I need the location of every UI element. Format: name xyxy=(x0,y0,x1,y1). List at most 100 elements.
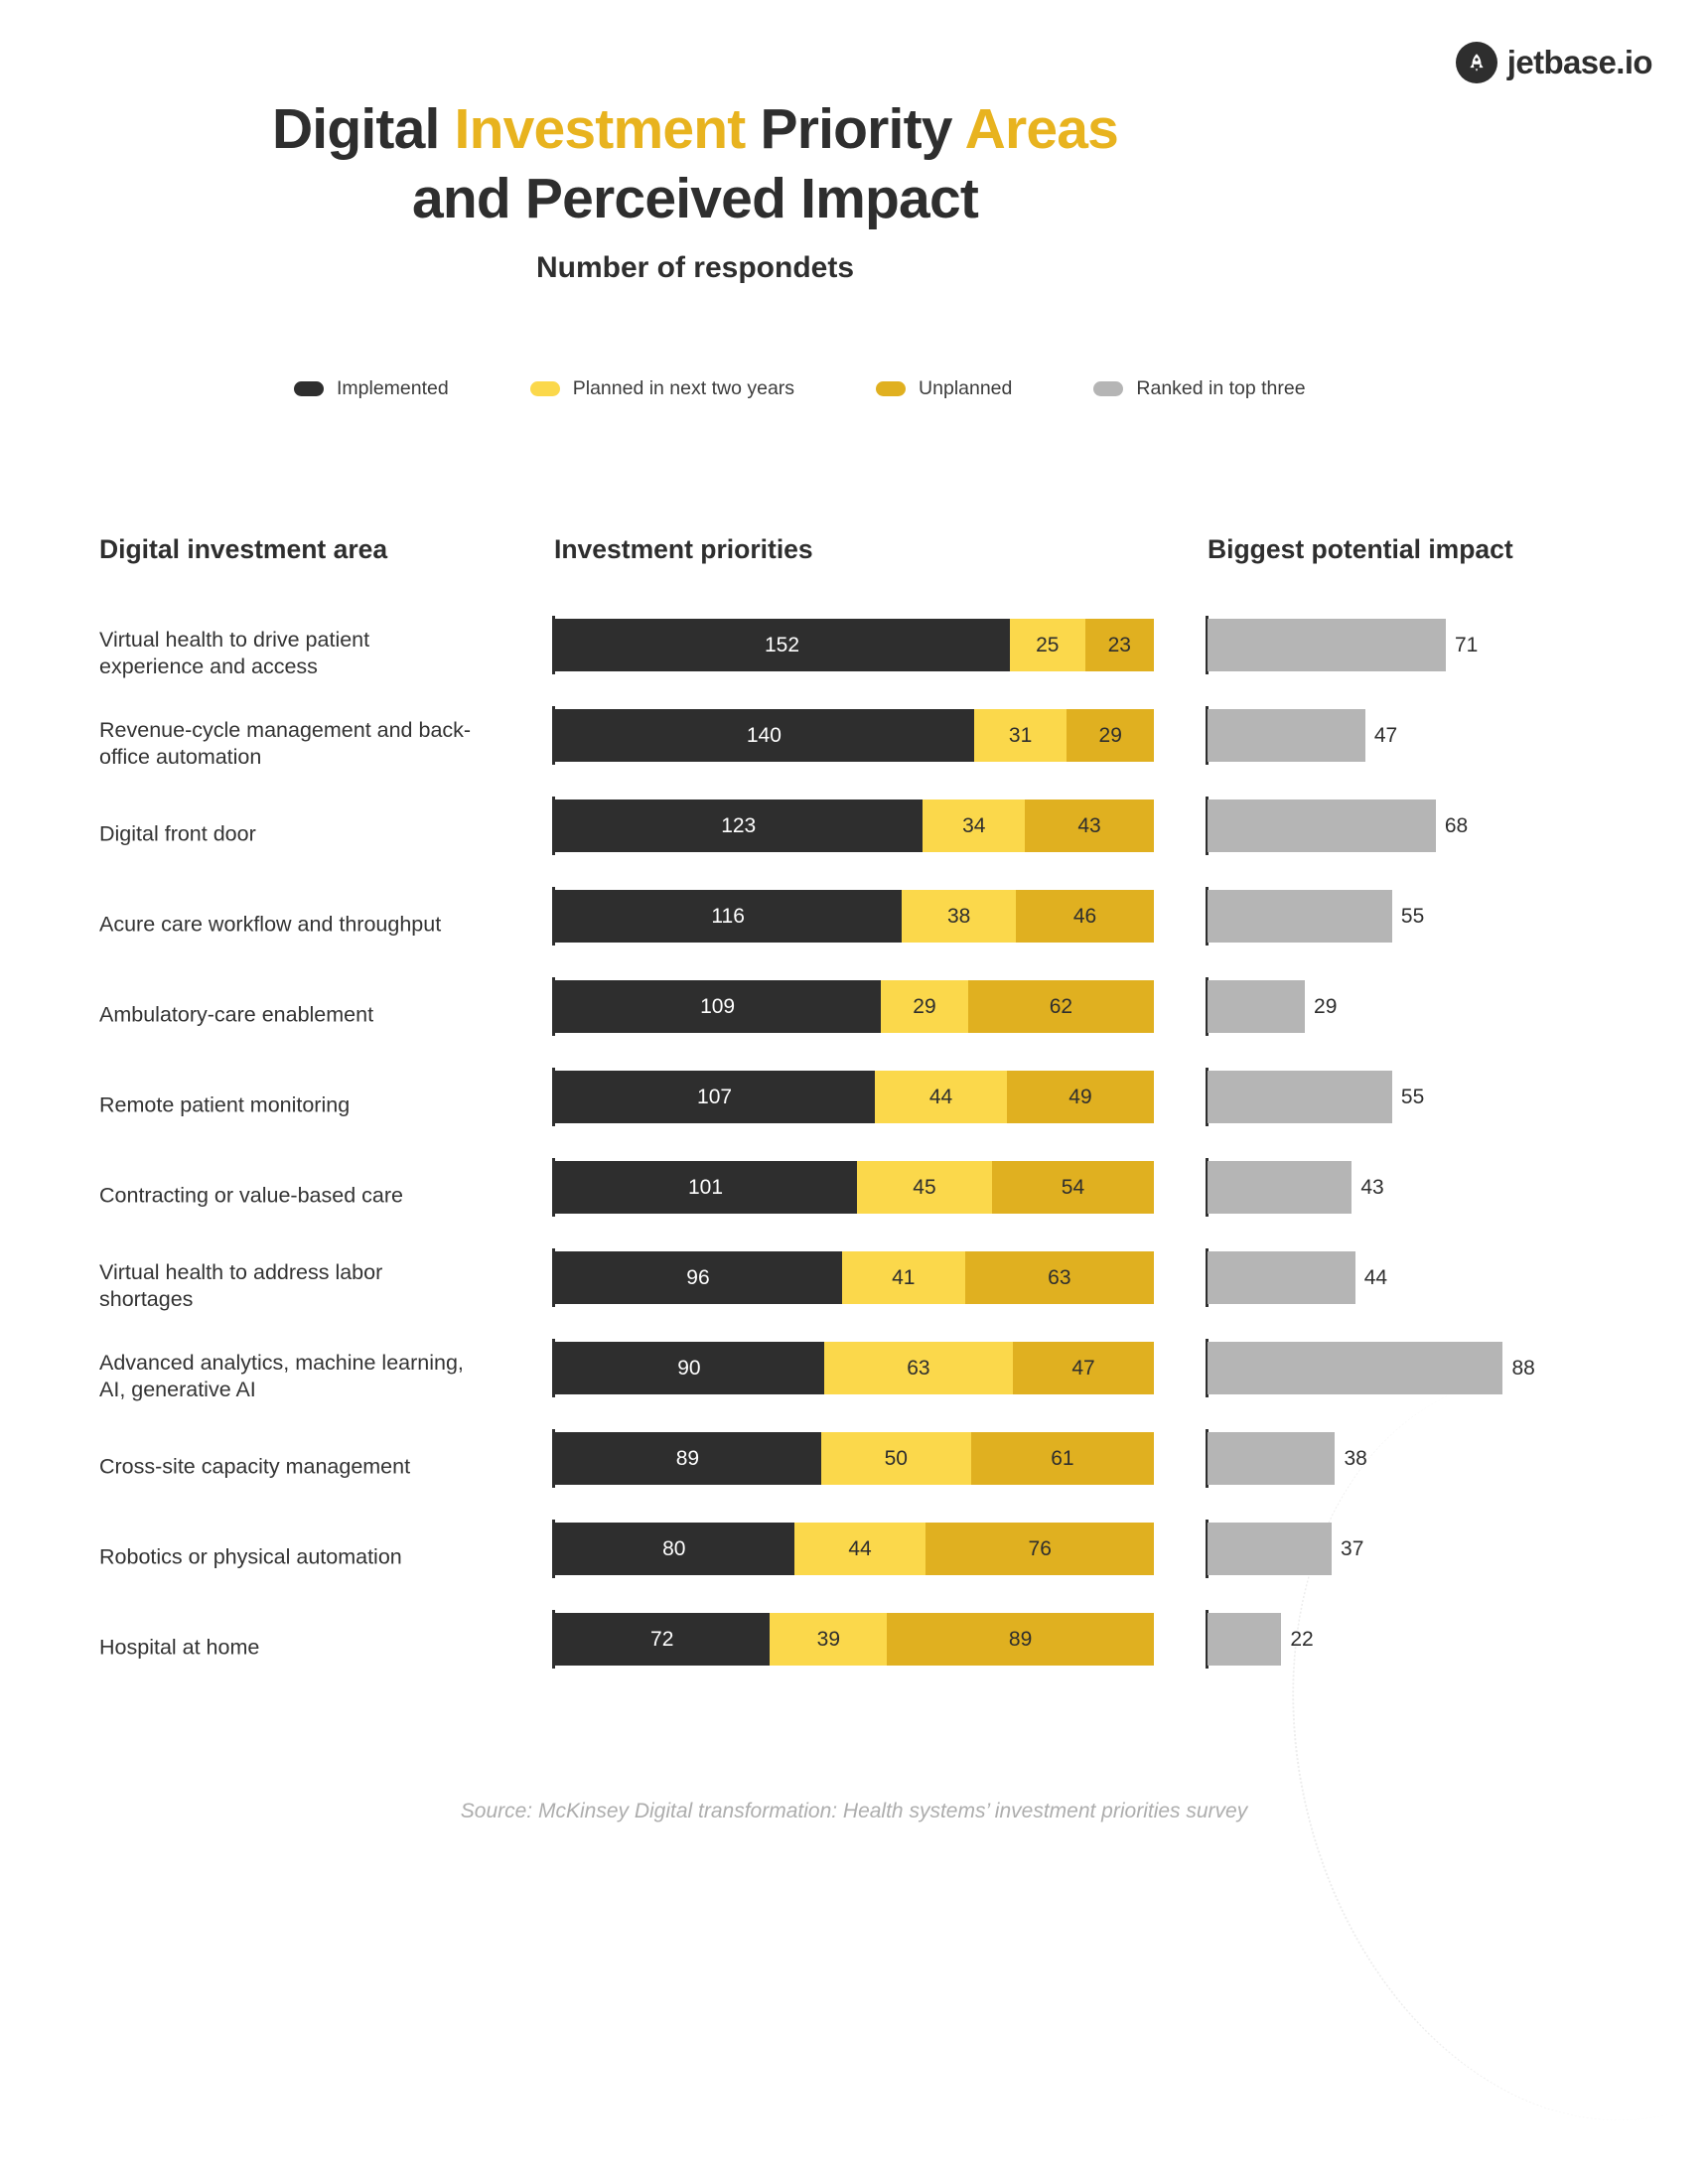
impact-bar xyxy=(1208,1523,1333,1575)
bar-value-label: 43 xyxy=(1077,813,1101,837)
bar-segment-unplanned: 63 xyxy=(964,1251,1154,1304)
bar-segment-planned: 38 xyxy=(902,890,1017,943)
bar-segment-implemented: 72 xyxy=(554,1613,771,1666)
axis-tick-impact xyxy=(1206,1068,1209,1126)
stacked-bar: 107 44 49 xyxy=(554,1071,1154,1123)
bar-segment-unplanned: 49 xyxy=(1007,1071,1154,1123)
impact-bar xyxy=(1208,619,1446,671)
legend-item-unplanned: Unplanned xyxy=(876,377,1012,400)
title-line-2: and Perceived Impact xyxy=(411,166,979,230)
stacked-bar: 90 63 47 xyxy=(554,1342,1154,1394)
impact-bar xyxy=(1208,980,1306,1033)
axis-tick-impact xyxy=(1206,1248,1209,1307)
axis-tick-priorities xyxy=(552,1248,555,1307)
axis-tick-priorities xyxy=(552,1068,555,1126)
bar-segment-planned: 34 xyxy=(923,800,1026,852)
column-header-impact: Biggest potential impact xyxy=(1208,534,1513,564)
row-label: Robotics or physical automation xyxy=(99,1543,402,1568)
bar-segment-unplanned: 23 xyxy=(1084,619,1154,671)
legend-item-implemented: Implemented xyxy=(294,377,449,400)
impact-bar xyxy=(1208,1432,1336,1485)
legend-swatch-planned xyxy=(529,381,560,396)
axis-tick-priorities xyxy=(552,887,555,946)
row-label: Advanced analytics, machine learning, AI… xyxy=(99,1350,464,1401)
bar-segment-implemented: 80 xyxy=(554,1523,794,1575)
chart-row: Advanced analytics, machine learning, AI… xyxy=(0,1331,1708,1421)
impact-bar xyxy=(1208,890,1392,943)
bar-segment-implemented: 101 xyxy=(554,1161,858,1214)
bar-segment-planned: 31 xyxy=(973,709,1068,762)
bar-value-label: 49 xyxy=(1068,1085,1092,1108)
title-block: Digital Investment Priority Areas and Pe… xyxy=(0,95,1390,285)
bar-value-label: 54 xyxy=(1061,1175,1085,1199)
legend-label-planned: Planned in next two years xyxy=(572,377,795,399)
bar-segment-implemented: 123 xyxy=(554,800,924,852)
bar-value-label: 72 xyxy=(650,1627,674,1651)
impact-value-label: 22 xyxy=(1290,1627,1314,1651)
stacked-bar: 152 25 23 xyxy=(554,619,1154,671)
bar-value-label: 44 xyxy=(928,1085,953,1108)
impact-bar-group: 43 xyxy=(1208,1161,1384,1214)
logo-wordmark: jetbase.io xyxy=(1506,44,1653,80)
source-note: Source: McKinsey Digital transformation:… xyxy=(460,1800,1248,1822)
bar-segment-implemented: 89 xyxy=(554,1432,821,1485)
bar-value-label: 45 xyxy=(913,1175,936,1199)
impact-bar xyxy=(1208,709,1365,762)
impact-bar xyxy=(1208,1071,1392,1123)
stacked-bar: 123 34 43 xyxy=(554,800,1154,852)
bar-segment-planned: 39 xyxy=(770,1613,888,1666)
axis-tick-impact xyxy=(1206,887,1209,946)
row-label: Acure care workflow and throughput xyxy=(99,911,442,936)
bar-value-label: 29 xyxy=(1098,723,1122,747)
axis-tick-impact xyxy=(1206,1520,1209,1578)
bar-value-label: 107 xyxy=(697,1085,733,1108)
chart-row: Contracting or value-based care 101 45 54 43 xyxy=(0,1150,1708,1240)
impact-bar-group: 22 xyxy=(1208,1613,1314,1666)
chart-row: Robotics or physical automation 80 44 76 37 xyxy=(0,1512,1708,1602)
impact-bar-group: 47 xyxy=(1208,709,1397,762)
bar-value-label: 47 xyxy=(1071,1356,1095,1380)
bar-value-label: 109 xyxy=(700,994,736,1018)
impact-value-label: 44 xyxy=(1363,1265,1388,1289)
title-accent-investment: Investment xyxy=(454,97,747,161)
bar-segment-implemented: 116 xyxy=(554,890,903,943)
impact-bar-group: 37 xyxy=(1208,1523,1363,1575)
stacked-bar: 80 44 76 xyxy=(554,1523,1154,1575)
bar-value-label: 31 xyxy=(1008,723,1033,747)
chart-legend: Implemented Planned in next two years Un… xyxy=(294,377,1306,400)
bar-value-label: 101 xyxy=(687,1175,724,1199)
axis-tick-priorities xyxy=(552,797,555,855)
page-subtitle: Number of respondets xyxy=(535,251,855,285)
impact-bar xyxy=(1208,1613,1282,1666)
impact-value-label: 55 xyxy=(1400,904,1425,928)
axis-tick-priorities xyxy=(552,1429,555,1488)
legend-item-ranked-top-three: Ranked in top three xyxy=(1093,377,1306,400)
bar-segment-planned: 63 xyxy=(823,1342,1014,1394)
bar-value-label: 34 xyxy=(962,813,986,837)
bar-segment-implemented: 90 xyxy=(554,1342,824,1394)
stacked-bar: 140 31 29 xyxy=(554,709,1154,762)
legend-item-planned: Planned in next two years xyxy=(529,377,795,400)
bar-segment-unplanned: 76 xyxy=(925,1523,1154,1575)
axis-tick-priorities xyxy=(552,977,555,1036)
axis-tick-impact xyxy=(1206,706,1209,765)
impact-bar-group: 44 xyxy=(1208,1251,1387,1304)
bar-value-label: 90 xyxy=(677,1356,701,1380)
bar-value-label: 152 xyxy=(764,633,800,656)
bar-segment-unplanned: 43 xyxy=(1025,800,1154,852)
bar-segment-planned: 29 xyxy=(881,980,968,1033)
bar-value-label: 80 xyxy=(662,1536,686,1560)
axis-tick-impact xyxy=(1206,977,1209,1036)
chart-row: Virtual health to address labor shortage… xyxy=(0,1240,1708,1331)
bar-segment-unplanned: 62 xyxy=(967,980,1154,1033)
bar-value-label: 50 xyxy=(884,1446,908,1470)
bar-value-label: 29 xyxy=(913,994,936,1018)
bar-segment-implemented: 96 xyxy=(554,1251,842,1304)
chart-row: Acure care workflow and throughput 116 38 4… xyxy=(0,879,1708,969)
row-label: Hospital at home xyxy=(99,1634,260,1659)
title-accent-areas: Areas xyxy=(964,97,1119,161)
bar-value-label: 123 xyxy=(721,813,757,837)
row-label: Revenue-cycle management and back-office… xyxy=(99,717,472,769)
bar-segment-unplanned: 46 xyxy=(1016,890,1154,943)
bar-segment-unplanned: 47 xyxy=(1013,1342,1154,1394)
